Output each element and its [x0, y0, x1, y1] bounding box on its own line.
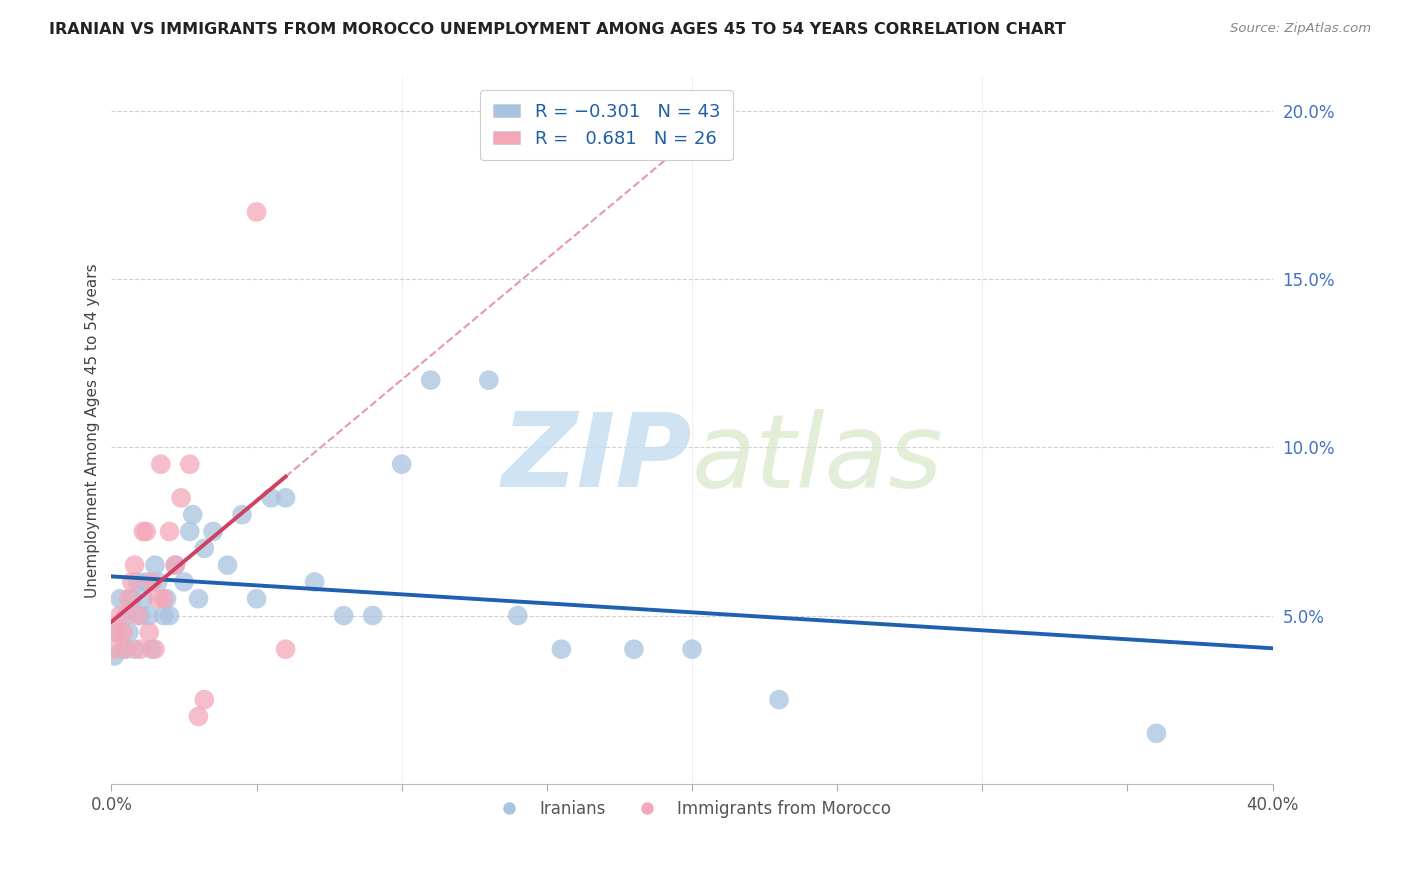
Point: [187, 709, 209, 723]
Point: [623, 642, 645, 657]
Point: [111, 642, 134, 657]
Point: [478, 373, 501, 387]
Point: [115, 642, 138, 657]
Point: [260, 491, 283, 505]
Text: Source: ZipAtlas.com: Source: ZipAtlas.com: [1230, 22, 1371, 36]
Point: [768, 692, 790, 706]
Point: [245, 205, 267, 219]
Point: [152, 608, 174, 623]
Point: [129, 608, 152, 623]
Point: [391, 457, 413, 471]
Point: [419, 373, 441, 387]
Point: [111, 625, 134, 640]
Point: [138, 625, 160, 640]
Point: [187, 591, 209, 606]
Point: [146, 591, 169, 606]
Point: [127, 608, 149, 623]
Point: [141, 574, 163, 589]
Point: [550, 642, 572, 657]
Point: [115, 608, 138, 623]
Point: [132, 591, 155, 606]
Point: [245, 591, 267, 606]
Point: [118, 625, 141, 640]
Point: [159, 524, 181, 539]
Point: [274, 642, 297, 657]
Point: [121, 574, 143, 589]
Text: ZIP: ZIP: [502, 409, 692, 509]
Point: [179, 524, 201, 539]
Point: [304, 574, 326, 589]
Point: [105, 625, 128, 640]
Point: [193, 541, 215, 556]
Text: IRANIAN VS IMMIGRANTS FROM MOROCCO UNEMPLOYMENT AMONG AGES 45 TO 54 YEARS CORREL: IRANIAN VS IMMIGRANTS FROM MOROCCO UNEMP…: [49, 22, 1066, 37]
Point: [132, 524, 155, 539]
Point: [181, 508, 204, 522]
Y-axis label: Unemployment Among Ages 45 to 54 years: Unemployment Among Ages 45 to 54 years: [86, 263, 100, 598]
Point: [193, 692, 215, 706]
Point: [152, 591, 174, 606]
Point: [231, 508, 253, 522]
Point: [135, 574, 157, 589]
Point: [118, 591, 141, 606]
Point: [202, 524, 225, 539]
Point: [138, 608, 160, 623]
Legend: Iranians, Immigrants from Morocco: Iranians, Immigrants from Morocco: [486, 794, 898, 825]
Point: [129, 642, 152, 657]
Point: [332, 608, 354, 623]
Point: [135, 524, 157, 539]
Point: [274, 491, 297, 505]
Point: [179, 457, 201, 471]
Point: [165, 558, 187, 573]
Point: [146, 574, 169, 589]
Point: [108, 608, 131, 623]
Point: [159, 608, 181, 623]
Point: [1144, 726, 1167, 740]
Point: [170, 491, 193, 505]
Point: [361, 608, 384, 623]
Point: [103, 648, 125, 663]
Point: [105, 625, 128, 640]
Point: [173, 574, 195, 589]
Point: [103, 642, 125, 657]
Point: [124, 558, 146, 573]
Point: [143, 642, 166, 657]
Point: [681, 642, 703, 657]
Point: [165, 558, 187, 573]
Point: [141, 642, 163, 657]
Text: atlas: atlas: [692, 409, 943, 508]
Point: [149, 457, 172, 471]
Point: [143, 558, 166, 573]
Point: [108, 591, 131, 606]
Point: [127, 574, 149, 589]
Point: [155, 591, 177, 606]
Point: [121, 591, 143, 606]
Point: [506, 608, 529, 623]
Point: [124, 642, 146, 657]
Point: [217, 558, 239, 573]
